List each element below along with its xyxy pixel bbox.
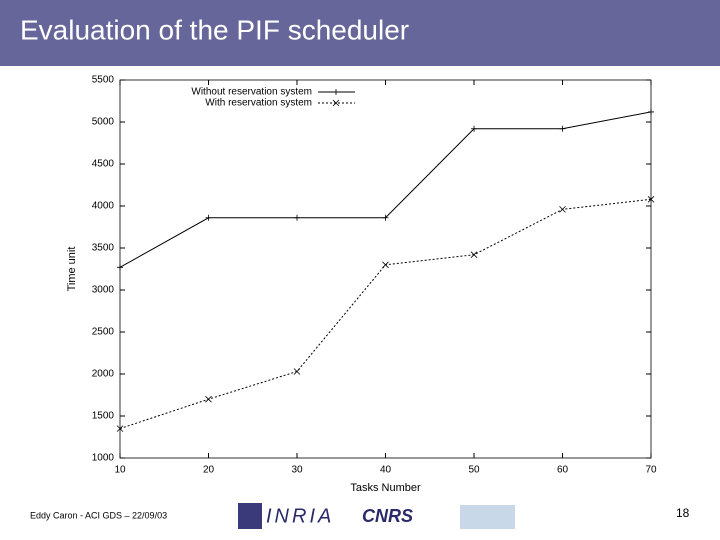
x-tick-label: 20 <box>203 465 215 476</box>
point <box>294 214 300 221</box>
y-tick-label: 3000 <box>92 285 115 296</box>
cnrs-logo: CNRS <box>362 506 413 526</box>
legend-label: With reservation system <box>205 98 312 109</box>
x-tick-label: 50 <box>468 465 480 476</box>
point <box>116 425 124 432</box>
plot-frame <box>119 79 652 459</box>
series-line <box>119 111 652 268</box>
legend-marker <box>333 89 339 95</box>
x-tick-label: 10 <box>114 465 126 476</box>
chart: 1000 1500 2000 2500 3000 3500 4000 4500 5000 5500… <box>66 75 657 494</box>
inria-logo: INRIA <box>266 505 334 527</box>
x-tick-label: 30 <box>291 465 303 476</box>
point <box>559 125 566 132</box>
y-tick-label: 2000 <box>92 369 115 380</box>
y-tick-label: 4500 <box>92 159 115 170</box>
point <box>205 214 212 221</box>
title-bar <box>0 0 720 66</box>
y-axis-label: Time unit <box>66 247 78 292</box>
point <box>470 251 478 259</box>
page-number: 18 <box>676 506 690 520</box>
point <box>205 395 212 403</box>
y-tick-label: 3500 <box>92 243 115 254</box>
legend-marker <box>332 99 340 107</box>
point <box>648 108 654 115</box>
point <box>559 206 566 213</box>
point <box>471 125 477 132</box>
x-tick-label: 60 <box>557 465 569 476</box>
legend-label: Without reservation system <box>191 87 312 98</box>
inria-mark <box>238 503 262 529</box>
slide-title: Evaluation of the PIF scheduler <box>20 14 409 45</box>
y-tick-label: 5000 <box>92 117 115 128</box>
point <box>382 214 389 221</box>
y-tick-label: 4000 <box>92 201 115 212</box>
series-line <box>119 198 652 430</box>
partner-logo <box>460 505 515 529</box>
point <box>293 368 301 375</box>
x-axis-label: Tasks Number <box>350 482 421 494</box>
x-tick-label: 40 <box>380 465 392 476</box>
x-tick-label: 70 <box>645 465 657 476</box>
y-tick-label: 1500 <box>92 411 115 422</box>
y-tick-label: 2500 <box>92 327 115 338</box>
point <box>382 261 389 269</box>
point <box>117 264 123 271</box>
footer: Eddy Caron - ACI GDS – 22/09/03 <box>30 510 167 520</box>
y-tick-label: 5500 <box>92 75 115 86</box>
y-tick-label: 1000 <box>92 453 115 464</box>
point <box>647 195 655 203</box>
